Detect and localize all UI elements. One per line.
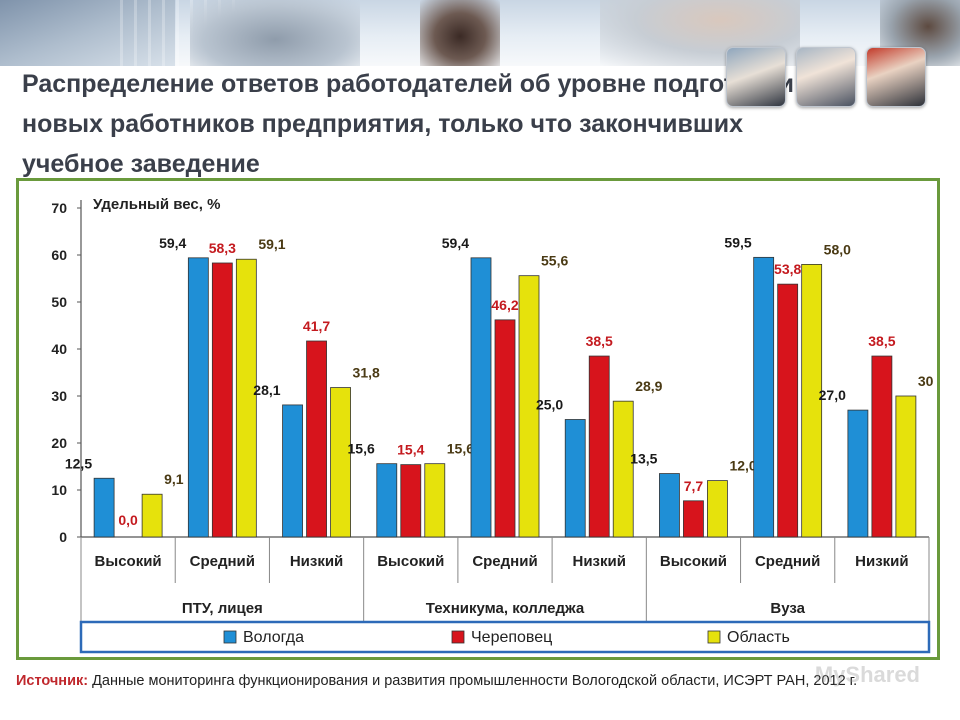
y-tick-label: 30 [51,388,67,404]
x-tick-label: Средний [472,553,537,570]
bar-vologda [187,257,209,538]
group-label: Техникума, колледжа [426,600,585,617]
data-label: 59,1 [258,236,285,252]
legend-swatch [707,630,721,644]
watermark-logo: MyShared [814,662,920,687]
data-label: 28,1 [253,382,280,398]
x-tick-label: Низкий [855,553,908,570]
data-label: 59,4 [442,235,469,251]
data-label: 12,5 [65,455,92,471]
data-label: 58,3 [209,240,236,256]
data-label: 41,7 [303,318,330,334]
y-tick-label: 70 [51,200,67,216]
data-label: 53,8 [774,261,801,277]
bar-cherepovets [211,262,233,538]
source-text: Данные мониторинга функционирования и ра… [88,673,858,689]
bar-cherepovets [400,464,422,538]
bar-oblast [141,493,163,538]
bar-oblast [707,480,728,538]
bar-oblast [330,387,351,538]
y-tick-label: 40 [51,341,67,357]
bar-oblast [518,275,540,538]
bar-cherepovets [777,283,799,538]
data-label: 59,4 [159,235,186,251]
bar-vologda [93,477,115,538]
data-label: 13,5 [630,451,657,467]
header-banner [0,0,960,66]
bar-vologda [659,473,680,538]
legend-swatch [223,630,237,644]
building-photo [0,0,175,66]
legend-label: Вологда [243,629,304,646]
bar-cherepovets [871,355,893,538]
data-label: 15,4 [397,442,424,458]
x-tick-label: Низкий [572,553,625,570]
bar-cherepovets [683,500,704,538]
y-tick-label: 0 [59,529,67,545]
bar-vologda [847,409,869,538]
bar-oblast [612,400,634,538]
data-label: 15,6 [447,441,474,457]
data-label: 28,9 [635,378,662,394]
data-label: 12,0 [729,458,756,474]
y-tick-label: 10 [51,482,67,498]
photo-thumbnails [726,47,926,107]
bar-oblast [235,258,257,538]
data-label: 30 [918,373,934,389]
woman-photo [420,0,500,66]
legend-label: Череповец [471,629,552,646]
data-label: 15,6 [348,441,375,457]
y-axis-title: Удельный вес, % [93,196,220,213]
bar-cherepovets [306,340,327,538]
bar-chart: 0 10 20 30 40 50 60 70 Удельный вес, % 12,5 0,0 9,1… [51,196,934,654]
bar-oblast [801,264,823,538]
data-label: 38,5 [586,333,613,349]
bar-oblast [895,395,917,538]
x-tick-label: Высокий [95,553,162,570]
legend-box [79,620,931,654]
source-note: Источник: Данные мониторинга функциониро… [16,670,944,693]
data-label: 7,7 [684,478,704,494]
group-label: Вуза [770,600,805,617]
bar-vologda [376,463,398,538]
x-tick-label: Низкий [290,553,343,570]
businessman-photo-thumb [796,47,856,107]
data-label: 38,5 [868,333,895,349]
data-label: 58,0 [824,241,851,257]
y-tick-label: 50 [51,294,67,310]
data-label: 31,8 [353,365,380,381]
x-tick-label: Высокий [377,553,444,570]
data-label: 9,1 [164,471,184,487]
legend-swatch [451,630,465,644]
chart-frame: 0 10 20 30 40 50 60 70 Удельный вес, % 12,5 0,0 9,1… [16,178,940,660]
data-label: 59,5 [724,234,751,250]
legend-label: Область [727,629,790,646]
data-label: 0,0 [118,512,138,528]
x-tick-label: Средний [190,553,255,570]
y-tick-label: 20 [51,435,67,451]
y-tick-label: 60 [51,247,67,263]
data-label: 27,0 [819,387,846,403]
bar-vologda [564,419,586,538]
people-photo [190,0,360,66]
bar-cherepovets [494,319,516,538]
bar-vologda [470,257,492,538]
bar-vologda [282,404,303,538]
data-label: 25,0 [536,397,563,413]
page-title: Распределение ответов работодателей об у… [22,70,794,178]
meeting-photo-thumb [726,47,786,107]
group-label: ПТУ, лицея [182,600,263,617]
data-label: 55,6 [541,253,568,269]
bar-cherepovets [588,355,610,538]
data-label: 46,2 [491,297,518,313]
bar-oblast [424,463,446,538]
handshake-photo-thumb [866,47,926,107]
source-label: Источник: [16,673,89,689]
x-tick-label: Средний [755,553,820,570]
x-tick-label: Высокий [660,553,727,570]
bar-vologda [753,256,775,538]
